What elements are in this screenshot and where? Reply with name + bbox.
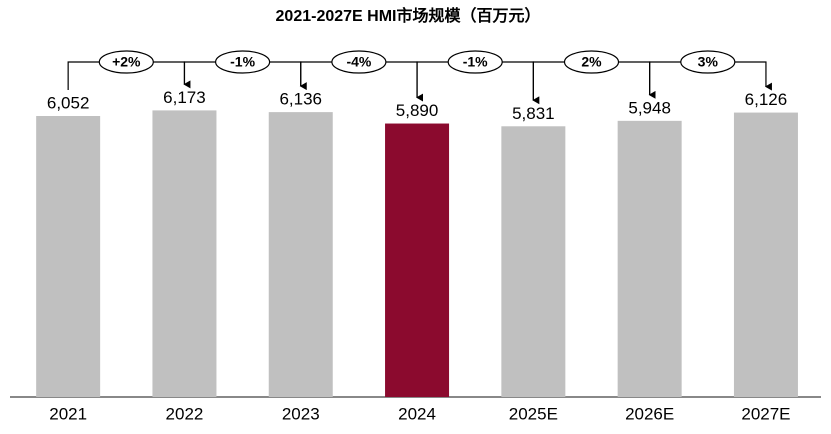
growth-oval <box>447 50 503 74</box>
bar <box>501 126 566 398</box>
value-label: 6,126 <box>745 90 788 109</box>
bar <box>733 112 798 397</box>
growth-oval <box>680 50 736 74</box>
growth-label: 2% <box>581 54 602 70</box>
value-label: 6,173 <box>163 88 206 107</box>
bar <box>617 120 682 397</box>
bar <box>152 110 217 398</box>
x-tick-label: 2024 <box>398 404 436 423</box>
x-tick-label: 2023 <box>282 404 320 423</box>
bar <box>36 116 101 397</box>
growth-label: -4% <box>346 54 371 70</box>
growth-label: -1% <box>463 54 488 70</box>
growth-label: +2% <box>112 54 141 70</box>
growth-label: 3% <box>698 54 719 70</box>
bar <box>385 123 450 398</box>
bar <box>268 112 333 397</box>
value-label: 5,948 <box>628 98 671 117</box>
chart-title: 2021-2027E HMI市场规模（百万元） <box>276 6 541 25</box>
growth-oval <box>98 50 154 74</box>
growth-oval <box>215 50 271 74</box>
value-label: 5,831 <box>512 104 555 123</box>
value-label: 6,136 <box>279 90 322 109</box>
value-label: 5,890 <box>396 101 439 120</box>
value-label: 6,052 <box>47 93 90 112</box>
x-tick-label: 2022 <box>166 404 204 423</box>
growth-label: -1% <box>230 54 255 70</box>
growth-oval <box>331 50 387 74</box>
growth-oval <box>563 50 620 74</box>
x-tick-label: 2021 <box>49 404 87 423</box>
x-tick-label: 2027E <box>741 404 790 423</box>
x-tick-label: 2026E <box>625 404 674 423</box>
x-tick-label: 2025E <box>509 404 558 423</box>
